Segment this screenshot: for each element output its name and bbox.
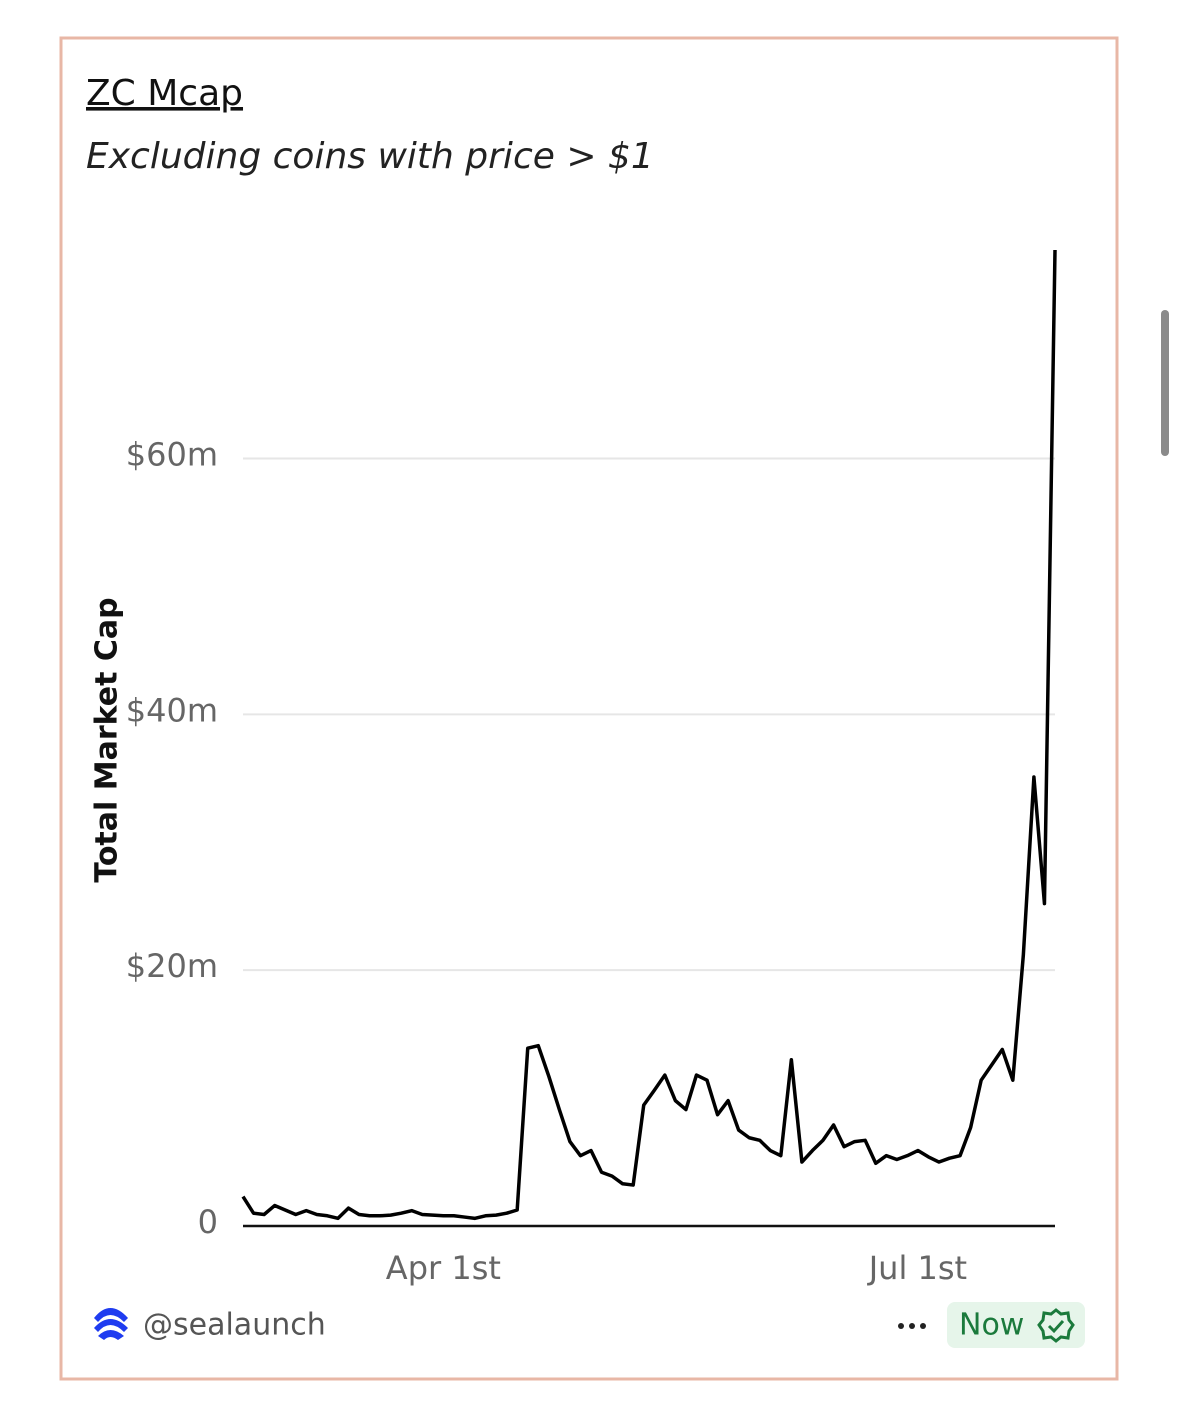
y-tick-label: $40m [126, 691, 218, 729]
scrollbar [1161, 310, 1169, 456]
chart-title[interactable]: ZC Mcap [86, 73, 243, 114]
x-tick-label: Apr 1st [386, 1249, 501, 1287]
x-tick-label: Jul 1st [867, 1249, 967, 1287]
y-axis-title: Total Market Cap [90, 597, 125, 882]
y-tick-label: $60m [126, 436, 218, 474]
chart-subtitle: Excluding coins with price > $1 [86, 136, 654, 177]
y-tick-label: 0 [198, 1203, 218, 1241]
y-tick-label: $20m [126, 947, 218, 985]
status-text: Now [959, 1308, 1024, 1343]
card-border [59, 36, 1119, 1381]
data-line [241, 249, 1057, 1221]
more-menu[interactable] [898, 1323, 926, 1329]
footer-logo [94, 1308, 128, 1340]
verified-icon [1037, 1308, 1075, 1343]
footer-handle[interactable]: @sealaunch [143, 1308, 326, 1343]
